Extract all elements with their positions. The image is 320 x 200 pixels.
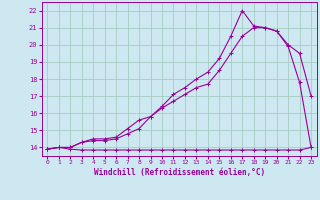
X-axis label: Windchill (Refroidissement éolien,°C): Windchill (Refroidissement éolien,°C) — [94, 168, 265, 177]
